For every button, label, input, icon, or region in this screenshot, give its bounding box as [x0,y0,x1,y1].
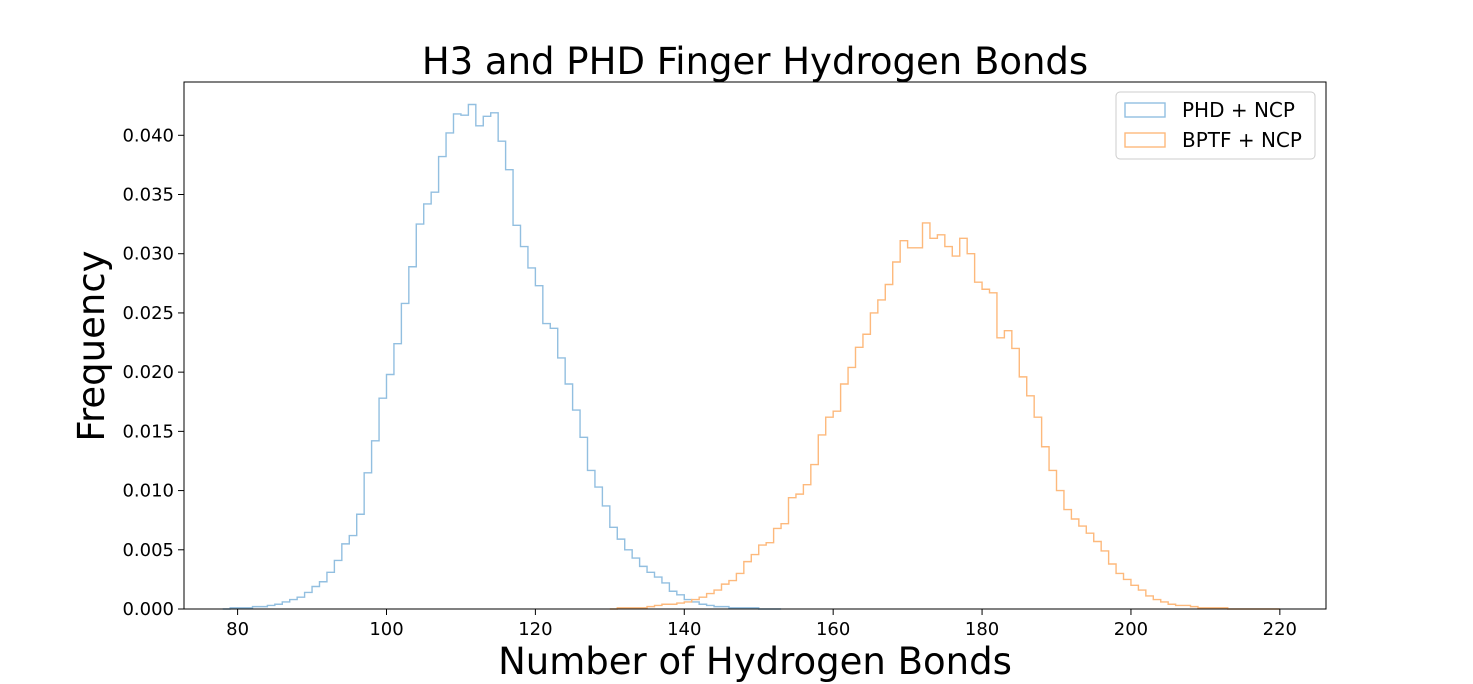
y-tick-label: 0.025 [122,303,174,324]
y-tick-label: 0.020 [122,362,174,383]
x-tick-label: 220 [1263,619,1297,640]
legend-entry-label: BPTF + NCP [1182,128,1302,152]
x-tick-label: 140 [667,619,701,640]
axes-frame [183,81,1327,610]
y-tick-label: 0.030 [122,244,174,265]
x-tick-label: 120 [518,619,552,640]
legend-entry-label: PHD + NCP [1182,98,1295,122]
x-tick-label: 100 [369,619,403,640]
y-tick-label: 0.035 [122,185,174,206]
plot-area: 80 100 120 140 160 180 200 220 0.000 0.005 0.010 0.… [122,81,1327,640]
y-tick-label: 0.010 [122,481,174,502]
legend-box [1115,91,1316,160]
x-tick-label: 200 [1114,619,1148,640]
y-tick-label: 0.000 [122,599,174,620]
x-axis-label: Number of Hydrogen Bonds [498,640,1012,683]
series-step-bptf-ncp [609,222,1280,610]
y-tick-label: 0.015 [122,421,174,442]
x-tick-label: 160 [816,619,850,640]
series-step-phd-ncp [222,103,782,610]
legend-swatch [1124,132,1166,148]
y-tick-label: 0.040 [122,125,174,146]
y-tick-label: 0.005 [122,540,174,561]
y-axis-label: Frequency [70,250,113,441]
legend-swatch [1124,102,1166,118]
x-tick-label: 80 [226,619,249,640]
legend: PHD + NCP BPTF + NCP [1115,91,1316,160]
x-tick-label: 180 [965,619,999,640]
chart-title: H3 and PHD Finger Hydrogen Bonds [422,40,1088,83]
